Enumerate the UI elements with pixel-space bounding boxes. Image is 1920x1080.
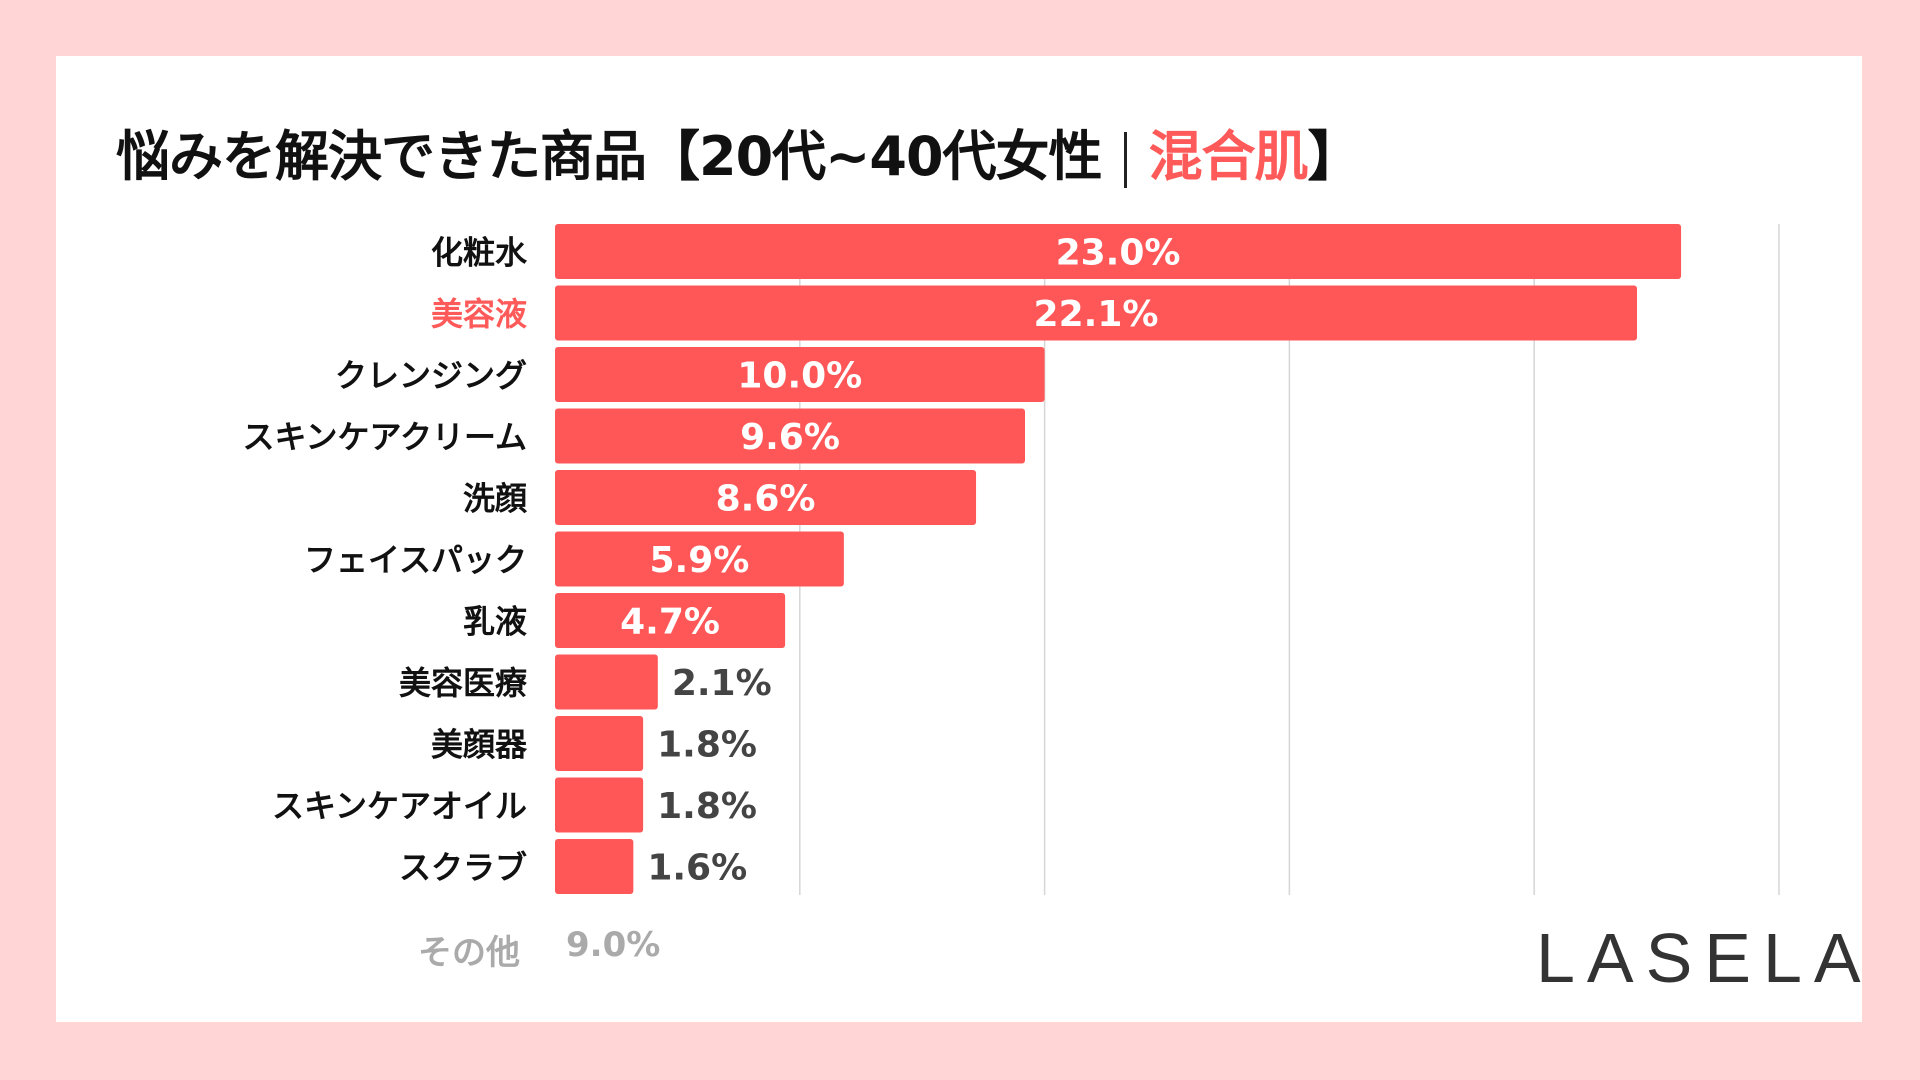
category-label: 美顔器: [431, 726, 528, 764]
bar: [555, 531, 844, 587]
data-label: 22.1%: [1034, 294, 1159, 335]
category-label: スキンケアクリーム: [243, 418, 527, 456]
data-label: 2.1%: [672, 663, 772, 704]
title-separator: [1123, 132, 1127, 189]
bar: [555, 654, 658, 710]
category-label: 洗顔: [463, 480, 528, 518]
bar: [555, 408, 1026, 464]
bar: [555, 716, 644, 771]
category-label: 乳液: [463, 603, 527, 641]
data-label: 23.0%: [1056, 233, 1181, 274]
category-label: 美容医療: [399, 664, 528, 702]
category-label: フェイスパック: [304, 541, 527, 579]
data-label: 9.6%: [740, 417, 840, 458]
category-label: スキンケアオイル: [272, 787, 527, 825]
data-label: 4.7%: [620, 602, 720, 643]
bar: [555, 777, 644, 833]
other-label: その他: [418, 933, 520, 973]
chart-title: 悩みを解決できた商品【20代~40代女性 混合肌】: [116, 112, 1362, 191]
bar: [555, 285, 1638, 341]
data-label: 10.0%: [737, 356, 862, 397]
category-label: 美容液: [431, 295, 527, 333]
category-label: クレンジング: [335, 357, 527, 395]
data-label: 1.6%: [647, 848, 747, 889]
data-label: 1.8%: [657, 725, 757, 766]
data-label: 5.9%: [650, 540, 750, 581]
title-accent: 混合肌: [1148, 125, 1309, 188]
data-label: 8.6%: [716, 479, 816, 520]
category-label: 化粧水: [431, 234, 528, 272]
bar: [555, 470, 977, 525]
bar: [555, 593, 786, 648]
data-label: 1.8%: [657, 786, 757, 827]
lasela-logo: LASELA: [1536, 919, 1873, 997]
chart-panel: [56, 56, 1862, 1022]
category-label: スクラブ: [399, 849, 527, 887]
title-main: 悩みを解決できた商品【20代~40代女性: [116, 125, 1103, 188]
bar: [555, 347, 1045, 402]
other-value: 9.0%: [566, 925, 661, 965]
bar: [555, 839, 634, 894]
title-close: 】: [1307, 125, 1362, 188]
bar: [555, 224, 1682, 279]
